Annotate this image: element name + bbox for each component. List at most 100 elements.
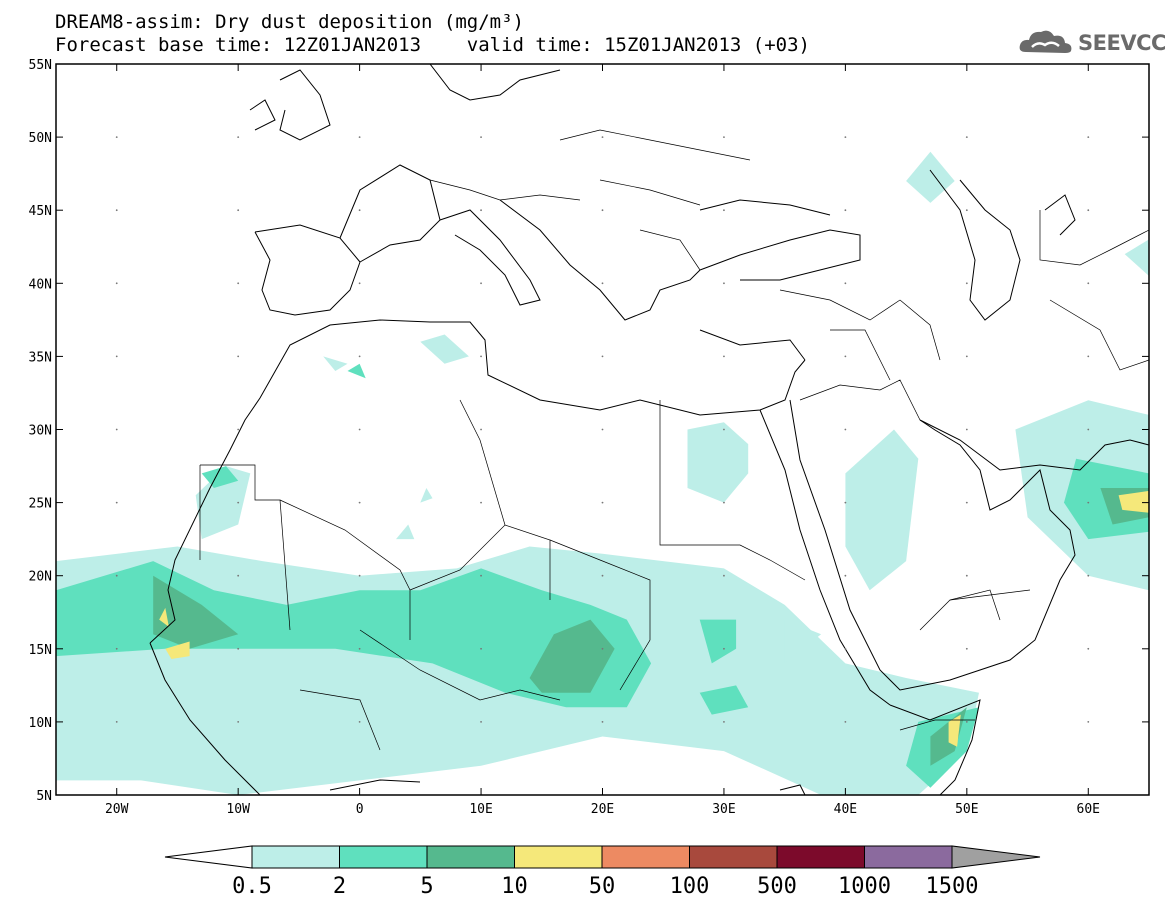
- dust-region-0-10: [420, 488, 433, 503]
- grid-dot: [115, 721, 118, 723]
- cloud-icon: [1018, 26, 1074, 60]
- grid-dot: [1087, 501, 1090, 504]
- dust-region-0-6: [323, 356, 348, 371]
- dust-region-1-6: [347, 363, 366, 379]
- lat-tick-label: 35N: [29, 350, 52, 365]
- dust-region-1-1: [201, 466, 239, 488]
- dust-region-0-9: [784, 619, 822, 664]
- grid-dot: [1087, 355, 1090, 358]
- grid-dot: [237, 209, 240, 212]
- legend-label: 1000: [838, 874, 891, 899]
- dust-region-3-2: [948, 714, 961, 747]
- legend-label: 50: [589, 874, 616, 899]
- grid-dot: [358, 282, 361, 285]
- legend-low-arrow: [164, 845, 253, 869]
- grid-dot: [480, 428, 482, 431]
- lat-tick-label: 30N: [29, 424, 52, 439]
- legend-swatch: [864, 845, 953, 869]
- dust-region-0-3: [845, 429, 919, 591]
- grid-dot: [601, 282, 604, 285]
- grid-dot: [480, 501, 482, 504]
- dust-region-1-0: [56, 561, 652, 708]
- grid-dot: [237, 501, 240, 504]
- legend-label: 10: [501, 874, 528, 899]
- dust-region-0-8: [1124, 239, 1149, 276]
- grid-dot: [480, 282, 482, 285]
- grid-dot: [1087, 282, 1090, 285]
- map-axes: 55N 50N 45N 40N 35N 30N 25N 20N 15N 10N 5N 20W 10W 0 1…: [29, 58, 1149, 817]
- grid-dot: [723, 647, 725, 650]
- lat-tick-label: 10N: [29, 716, 52, 731]
- grid-dot: [1087, 136, 1090, 139]
- grid-dot: [237, 282, 240, 285]
- grid-dot: [601, 355, 604, 358]
- lon-tick-label: 10E: [469, 802, 492, 817]
- grid-dot: [358, 574, 361, 577]
- grid-dot: [723, 501, 725, 504]
- lon-tick-label: 30E: [712, 802, 735, 817]
- grid-dot: [1087, 721, 1090, 723]
- lat-tick-label: 25N: [29, 497, 52, 512]
- title-line-2: Forecast base time: 12Z01JAN2013 valid t…: [55, 34, 810, 56]
- grid-dot: [844, 721, 847, 723]
- logo-text: SEEVCCC: [1078, 31, 1165, 55]
- grid-dot: [723, 282, 725, 285]
- lon-tick-label: 20W: [105, 802, 129, 817]
- grid-dot: [358, 647, 361, 650]
- lon-tick-label: 40E: [834, 802, 857, 817]
- grid-dot: [723, 209, 725, 212]
- grid-dot: [844, 428, 847, 431]
- grid-dot: [358, 501, 361, 504]
- grid-dot: [358, 209, 361, 212]
- grid-dot: [601, 501, 604, 504]
- grid-dot: [115, 574, 118, 577]
- dust-region-1-2: [699, 619, 737, 664]
- grid-dot: [237, 574, 240, 577]
- legend-label: 500: [757, 874, 797, 899]
- dust-region-1-3: [699, 685, 749, 715]
- grid-dot: [237, 355, 240, 358]
- grid-dot: [1087, 428, 1090, 431]
- lon-tick-label: 20E: [591, 802, 614, 817]
- grid-dot: [237, 428, 240, 431]
- dust-region-0-11: [396, 524, 415, 540]
- grid-dot: [601, 647, 604, 650]
- grid-dot: [844, 501, 847, 504]
- legend-swatch: [426, 845, 515, 869]
- dust-region-3-1: [159, 607, 169, 627]
- grid-dot: [358, 721, 361, 723]
- dust-region-0-1: [195, 466, 251, 540]
- grid-dot: [965, 501, 968, 504]
- legend-swatch: [251, 845, 340, 869]
- grid-dot: [844, 282, 847, 285]
- lon-tick-label: 50E: [955, 802, 978, 817]
- lat-tick-label: 20N: [29, 570, 52, 585]
- grid-dot: [844, 209, 847, 212]
- grid-dot: [965, 574, 968, 577]
- grid-dot: [723, 721, 725, 723]
- dust-region-0-2: [687, 422, 749, 503]
- grid-dot: [965, 355, 968, 358]
- grid-dot: [115, 355, 118, 358]
- lat-tick-label: 45N: [29, 204, 52, 219]
- legend-high-arrow: [951, 845, 1041, 869]
- lat-tick-label: 5N: [36, 789, 52, 804]
- grid-dot: [723, 355, 725, 358]
- grid-dot: [1087, 647, 1090, 650]
- grid-dot: [965, 647, 968, 650]
- grid-dot: [115, 136, 118, 139]
- grid-dot: [844, 574, 847, 577]
- grid-dot: [1087, 209, 1090, 212]
- legend-swatch: [689, 845, 778, 869]
- grid-dot: [480, 136, 482, 139]
- dust-region-2-0: [153, 575, 239, 649]
- color-legend: 0.5 2 5 10 50 100 500 1000 1500: [164, 845, 1041, 899]
- grid-dot: [115, 647, 118, 650]
- lon-tick-label: 60E: [1077, 802, 1100, 817]
- grid-dot: [723, 136, 725, 139]
- lat-tick-label: 50N: [29, 131, 52, 146]
- grid-dot: [723, 428, 725, 431]
- logo: SEEVCCC: [1018, 26, 1165, 60]
- legend-swatch: [514, 845, 603, 869]
- grid-dot: [115, 209, 118, 212]
